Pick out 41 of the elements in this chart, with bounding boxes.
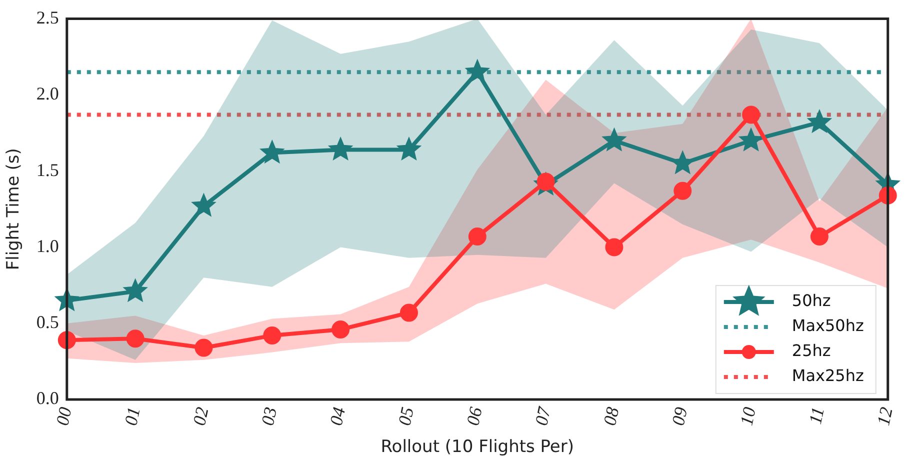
legend-label: Max50hz — [792, 316, 864, 336]
x-tick-label: 04 — [326, 405, 350, 428]
point — [263, 326, 282, 345]
y-tick-label: 2.5 — [36, 8, 59, 28]
point — [605, 238, 624, 256]
x-tick-label: 05 — [394, 405, 418, 428]
x-axis-title: Rollout (10 Flights Per) — [380, 437, 574, 458]
point — [742, 106, 760, 124]
point — [260, 140, 284, 164]
x-tick-label: 09 — [668, 405, 692, 428]
point — [808, 110, 832, 133]
x-tick-label: 08 — [599, 405, 623, 428]
point — [192, 194, 216, 216]
point — [465, 60, 490, 82]
y-tick-label: 1.0 — [36, 236, 59, 256]
x-tick-label: 02 — [188, 405, 212, 428]
x-tick-label: 10 — [736, 405, 760, 428]
x-tick-label: 06 — [462, 405, 486, 428]
point — [397, 137, 421, 160]
point — [674, 182, 692, 200]
point — [126, 330, 144, 348]
y-axis-title: Flight Time (s) — [4, 148, 24, 270]
point — [602, 128, 626, 151]
point — [468, 228, 486, 246]
y-tick-label: 1.5 — [36, 160, 59, 180]
x-tick-label: 07 — [531, 404, 555, 428]
legend-label: Max25hz — [792, 366, 864, 386]
x-tick-label: 01 — [120, 405, 144, 428]
legend-label: 25hz — [792, 341, 831, 360]
y-tick-label: 2.0 — [36, 84, 59, 104]
legend-label: 50hz — [792, 291, 831, 310]
point — [328, 137, 352, 160]
point — [194, 338, 213, 357]
x-tick-label: 11 — [804, 405, 828, 426]
point — [123, 278, 148, 302]
point — [400, 304, 418, 322]
x-tick-label: 12 — [873, 405, 896, 428]
x-tick-label: 03 — [257, 405, 281, 428]
point — [332, 320, 350, 338]
point — [810, 228, 828, 246]
y-tick-label: 0.5 — [36, 312, 59, 332]
